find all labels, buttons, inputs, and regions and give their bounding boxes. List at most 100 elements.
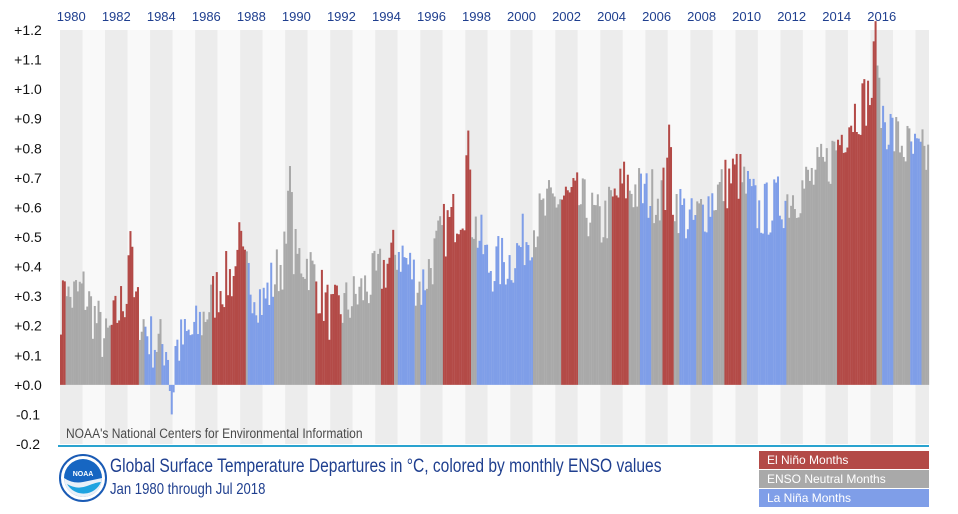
bar (388, 257, 391, 385)
bar (365, 291, 368, 385)
bar (219, 291, 222, 385)
bar (508, 255, 511, 385)
bar (540, 199, 543, 385)
bar (213, 317, 216, 385)
bar (444, 256, 447, 385)
bar (621, 183, 624, 385)
x-tick-label: 2014 (822, 9, 851, 24)
bar (257, 322, 260, 385)
bar (168, 384, 171, 392)
bar (484, 244, 487, 385)
year-band (150, 30, 173, 444)
x-tick-label: 2000 (507, 9, 536, 24)
bar (604, 200, 607, 385)
bar (367, 303, 370, 385)
bar (846, 147, 849, 385)
bar (561, 199, 564, 385)
bar (739, 154, 742, 385)
bar (332, 293, 335, 385)
bar (120, 286, 123, 385)
bar (808, 180, 811, 385)
bar (148, 354, 151, 385)
bar (439, 216, 442, 385)
bar (685, 238, 688, 385)
bar (570, 186, 573, 385)
y-tick-label: +0.0 (14, 377, 42, 393)
bar (578, 205, 581, 385)
bar (407, 264, 410, 385)
bar (467, 130, 470, 385)
bar (594, 205, 597, 385)
bar (253, 302, 256, 385)
bar (189, 335, 192, 385)
bar (429, 268, 432, 385)
bar (517, 245, 520, 385)
bar (724, 159, 727, 385)
bar (906, 125, 909, 385)
bar (441, 225, 444, 385)
bar (82, 271, 85, 385)
bar (123, 317, 126, 385)
bar (883, 122, 886, 385)
bar (867, 80, 870, 385)
legend-la-nina: La Niña Months (759, 489, 929, 507)
bar (553, 196, 556, 385)
bar (568, 192, 571, 385)
bar (857, 134, 860, 385)
bar (206, 319, 209, 385)
bar (885, 149, 888, 385)
chart-subtitle: Jan 1980 through Jul 2018 (110, 481, 266, 498)
bar (202, 311, 205, 385)
bar (773, 179, 776, 385)
bar (778, 215, 781, 385)
y-tick-label: -0.1 (16, 406, 40, 422)
bar (178, 360, 181, 385)
bar (345, 282, 348, 385)
bar (91, 338, 94, 385)
bar (281, 289, 284, 385)
y-tick-label: +0.4 (14, 259, 42, 275)
bar (266, 282, 269, 385)
bar (296, 253, 299, 385)
bar (874, 21, 877, 385)
x-axis-labels: 1980 1982 1984 1986 1988 1990 1992 1994 1996 1998… (57, 9, 896, 24)
bar (264, 298, 267, 385)
bar (767, 234, 770, 385)
bar (927, 144, 930, 385)
bar (921, 129, 924, 385)
bar (403, 257, 406, 385)
bar (574, 180, 577, 385)
bar (760, 232, 763, 385)
bar (93, 305, 96, 385)
bar (859, 134, 862, 385)
bar (193, 321, 196, 385)
bar (743, 166, 746, 385)
bar (476, 247, 479, 385)
bar (78, 281, 81, 385)
bar (780, 219, 783, 385)
bar (563, 195, 566, 385)
bar (138, 339, 141, 385)
bar (878, 77, 881, 385)
bar (608, 186, 611, 385)
bar (482, 254, 485, 385)
bar (347, 309, 350, 385)
bar (566, 190, 569, 385)
bar (602, 237, 605, 385)
bar (452, 193, 455, 385)
bar (354, 293, 357, 385)
bar (258, 289, 261, 385)
bar (653, 223, 656, 385)
bar (86, 306, 89, 385)
bar (215, 272, 218, 385)
bar (159, 319, 162, 385)
bar (564, 186, 567, 385)
bar (170, 384, 173, 415)
bar (208, 312, 211, 385)
bar (217, 312, 220, 385)
bar (795, 217, 798, 385)
bar (534, 247, 537, 385)
bar (290, 192, 293, 385)
bar (424, 290, 427, 385)
